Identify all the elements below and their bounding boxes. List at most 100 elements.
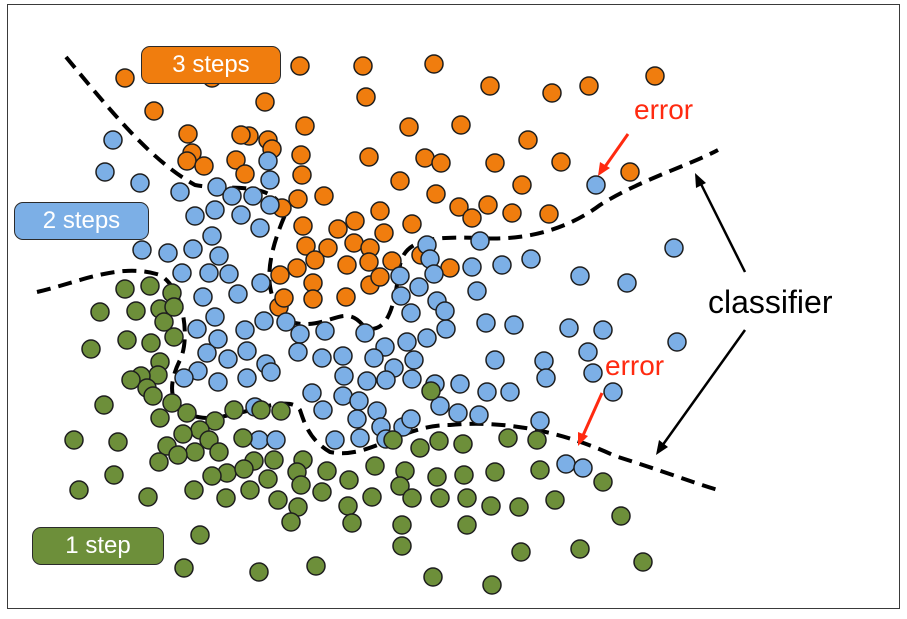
boundary-top bbox=[64, 55, 719, 331]
blue-point bbox=[174, 368, 194, 388]
green-point bbox=[149, 452, 169, 472]
orange-point bbox=[178, 124, 198, 144]
green-point bbox=[258, 469, 278, 489]
blue-point bbox=[347, 409, 367, 429]
green-point bbox=[509, 497, 529, 517]
blue-point bbox=[477, 382, 497, 402]
green-point bbox=[485, 462, 505, 482]
blue-point bbox=[183, 239, 203, 259]
green-point bbox=[64, 430, 84, 450]
orange-point bbox=[426, 184, 446, 204]
green-point bbox=[209, 442, 229, 462]
green-points bbox=[64, 276, 653, 595]
green-point bbox=[174, 558, 194, 578]
blue-point bbox=[333, 346, 353, 366]
blue-point bbox=[409, 277, 429, 297]
blue-point bbox=[313, 400, 333, 420]
orange-point bbox=[337, 255, 357, 275]
blue-point bbox=[469, 405, 489, 425]
blue-point bbox=[401, 303, 421, 323]
blue-point bbox=[170, 182, 190, 202]
blue-point bbox=[492, 255, 512, 275]
blue-point bbox=[266, 430, 286, 450]
blue-point bbox=[130, 173, 150, 193]
blue-point bbox=[448, 403, 468, 423]
blue-point bbox=[667, 332, 687, 352]
blue-point bbox=[450, 374, 470, 394]
blue-point bbox=[367, 401, 387, 421]
green-point bbox=[138, 487, 158, 507]
blue-point bbox=[470, 231, 490, 251]
green-point bbox=[162, 393, 182, 413]
diagram-frame bbox=[7, 4, 900, 609]
orange-point bbox=[194, 156, 214, 176]
green-point bbox=[216, 488, 236, 508]
orange-point bbox=[295, 116, 315, 136]
green-point bbox=[339, 470, 359, 490]
blue-point bbox=[570, 266, 590, 286]
blue-point bbox=[312, 348, 332, 368]
orange-point bbox=[399, 117, 419, 137]
green-point bbox=[338, 496, 358, 516]
blue-point bbox=[364, 348, 384, 368]
orange-point bbox=[359, 252, 379, 272]
orange-point bbox=[551, 152, 571, 172]
orange-point bbox=[539, 204, 559, 224]
blue-point bbox=[249, 430, 269, 450]
green-point bbox=[454, 465, 474, 485]
green-point bbox=[240, 480, 260, 500]
error-label-bottom: error bbox=[605, 350, 665, 381]
green-point bbox=[527, 430, 547, 450]
orange-point bbox=[235, 164, 255, 184]
boundary-middle bbox=[36, 268, 719, 492]
green-point bbox=[104, 465, 124, 485]
blue-point bbox=[559, 318, 579, 338]
orange-point bbox=[231, 125, 251, 145]
green-point bbox=[173, 424, 193, 444]
green-point bbox=[530, 460, 550, 480]
orange-point bbox=[374, 223, 394, 243]
orange-point bbox=[336, 287, 356, 307]
green-point bbox=[184, 480, 204, 500]
blue-point bbox=[417, 328, 437, 348]
classifier-arrowhead-bottom bbox=[656, 440, 668, 455]
blue-point bbox=[250, 218, 270, 238]
blue-point bbox=[205, 307, 225, 327]
orange-point bbox=[291, 145, 311, 165]
green-point bbox=[633, 552, 653, 572]
blue-point bbox=[476, 313, 496, 333]
green-point bbox=[185, 442, 205, 462]
orange-point bbox=[620, 162, 640, 182]
orange-point bbox=[382, 251, 402, 271]
green-point bbox=[390, 476, 410, 496]
blue-point bbox=[209, 246, 229, 266]
label-3-steps: 3 steps bbox=[141, 46, 281, 84]
green-point bbox=[430, 488, 450, 508]
green-point bbox=[570, 539, 590, 559]
green-point bbox=[233, 428, 253, 448]
green-point bbox=[190, 525, 210, 545]
orange-point bbox=[226, 150, 246, 170]
green-point bbox=[383, 430, 403, 450]
green-point bbox=[306, 556, 326, 576]
green-point bbox=[317, 461, 337, 481]
green-point bbox=[117, 330, 137, 350]
green-point bbox=[545, 490, 565, 510]
orange-point bbox=[402, 214, 422, 234]
blue-point bbox=[315, 321, 335, 341]
orange-point bbox=[177, 151, 197, 171]
blue-point bbox=[530, 411, 550, 431]
green-point bbox=[94, 395, 114, 415]
blue-point bbox=[243, 186, 263, 206]
blue-point bbox=[401, 409, 421, 429]
green-point bbox=[115, 279, 135, 299]
orange-point bbox=[353, 56, 373, 76]
green-point bbox=[126, 301, 146, 321]
classifier-arrow-top bbox=[698, 181, 747, 273]
blue-point bbox=[397, 332, 417, 352]
blue-point bbox=[218, 349, 238, 369]
orange-point bbox=[390, 171, 410, 191]
blue-point bbox=[573, 458, 593, 478]
